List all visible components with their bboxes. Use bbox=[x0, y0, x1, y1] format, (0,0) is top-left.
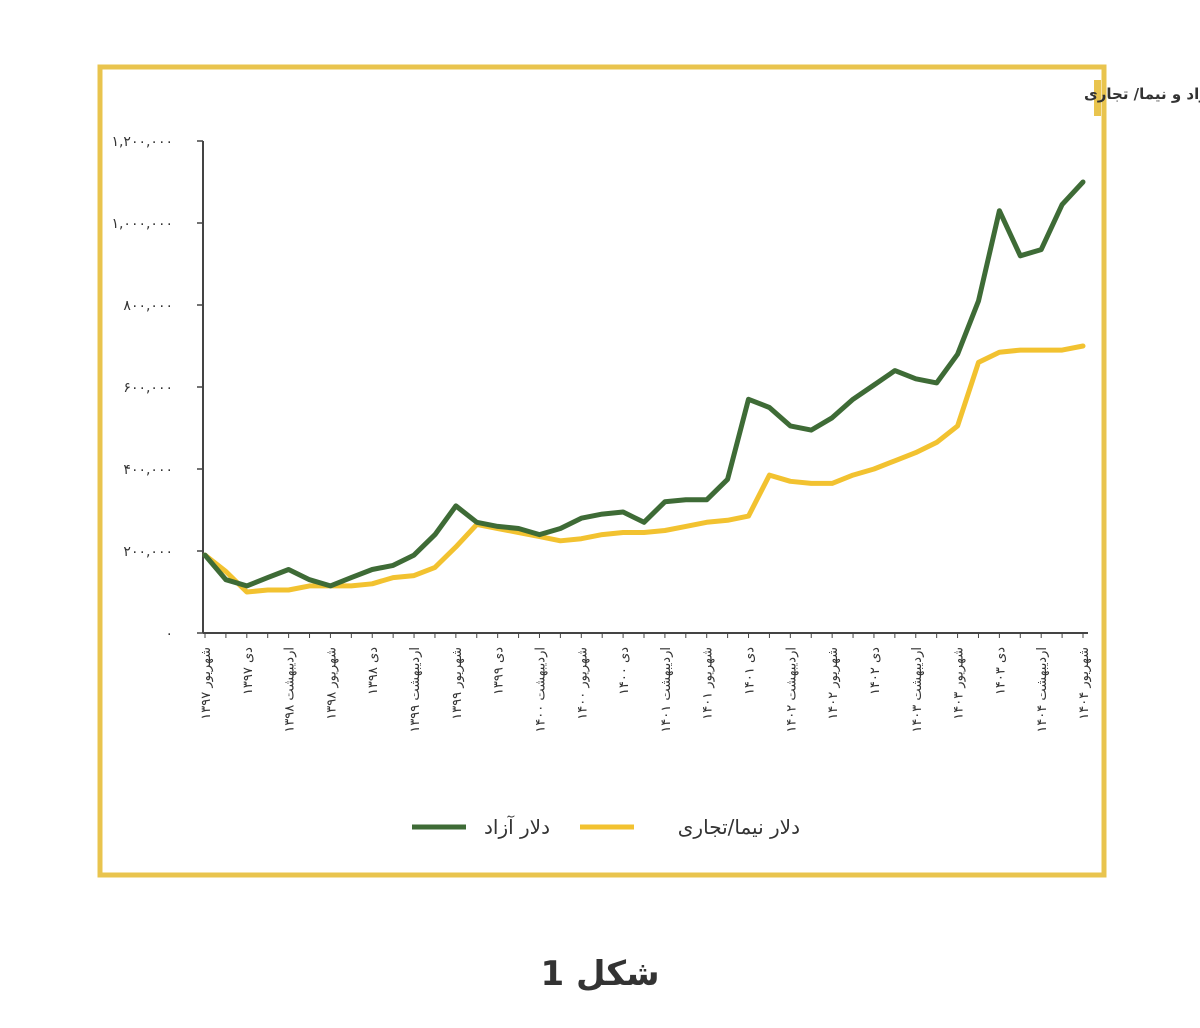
x-tick-label: دی ۱۴۰۱ bbox=[743, 647, 758, 695]
y-tick-label: ۰ bbox=[165, 626, 173, 642]
x-tick-label: شهریور ۱۳۹۹ bbox=[450, 647, 465, 720]
x-tick-label: اردیبهشت ۱۴۰۳ bbox=[910, 647, 925, 733]
y-tick-label: ۶۰۰,۰۰۰ bbox=[123, 380, 173, 396]
y-tick-label: ۱,۲۰۰,۰۰۰ bbox=[111, 134, 173, 150]
x-tick-label: شهریور ۱۴۰۴ bbox=[1077, 647, 1092, 720]
x-tick-label: دی ۱۳۹۷ bbox=[241, 647, 256, 695]
x-tick-label: شهریور ۱۴۰۲ bbox=[826, 647, 841, 720]
x-tick-label: شهریور ۱۳۹۷ bbox=[199, 647, 214, 720]
x-tick-label: اردیبهشت ۱۴۰۲ bbox=[784, 647, 799, 733]
x-tick-label: دی ۱۴۰۳ bbox=[993, 647, 1008, 695]
x-tick-label: اردیبهشت ۱۴۰۱ bbox=[659, 647, 674, 733]
x-tick-label: شهریور ۱۴۰۰ bbox=[575, 647, 590, 720]
x-tick-label: دی ۱۳۹۹ bbox=[492, 647, 507, 695]
legend-label: دلار نیما/تجاری bbox=[678, 815, 800, 839]
chart-title: درصد اختلاف دلار آزاد و نیما/ تجاری bbox=[1084, 85, 1200, 103]
caption: شکل 1 bbox=[540, 954, 659, 994]
x-tick-label: اردیبهشت ۱۴۰۰ bbox=[533, 647, 548, 733]
x-tick-label: دی ۱۴۰۲ bbox=[868, 647, 883, 695]
y-tick-label: ۱,۰۰۰,۰۰۰ bbox=[111, 216, 173, 232]
series-line bbox=[202, 179, 1086, 589]
y-tick-label: ۲۰۰,۰۰۰ bbox=[123, 544, 173, 560]
x-tick-label: اردیبهشت ۱۴۰۴ bbox=[1035, 647, 1050, 733]
frame bbox=[97, 64, 1107, 878]
x-tick-label: اردیبهشت ۱۳۹۹ bbox=[408, 647, 423, 733]
x-tick-label: اردیبهشت ۱۳۹۸ bbox=[283, 647, 298, 733]
x-tick-label: شهریور ۱۴۰۳ bbox=[952, 647, 967, 720]
x-tick-label: دی ۱۳۹۸ bbox=[366, 647, 381, 695]
x-tick-label: شهریور ۱۳۹۸ bbox=[324, 647, 339, 720]
series-line bbox=[202, 343, 1086, 595]
legend-label: دلار آزاد bbox=[484, 814, 550, 839]
y-tick-label: ۴۰۰,۰۰۰ bbox=[123, 462, 173, 478]
y-tick-label: ۸۰۰,۰۰۰ bbox=[123, 298, 173, 314]
title-accent bbox=[1094, 80, 1101, 116]
x-tick-label: شهریور ۱۴۰۱ bbox=[701, 647, 716, 720]
x-tick-label: دی ۱۴۰۰ bbox=[617, 647, 632, 695]
